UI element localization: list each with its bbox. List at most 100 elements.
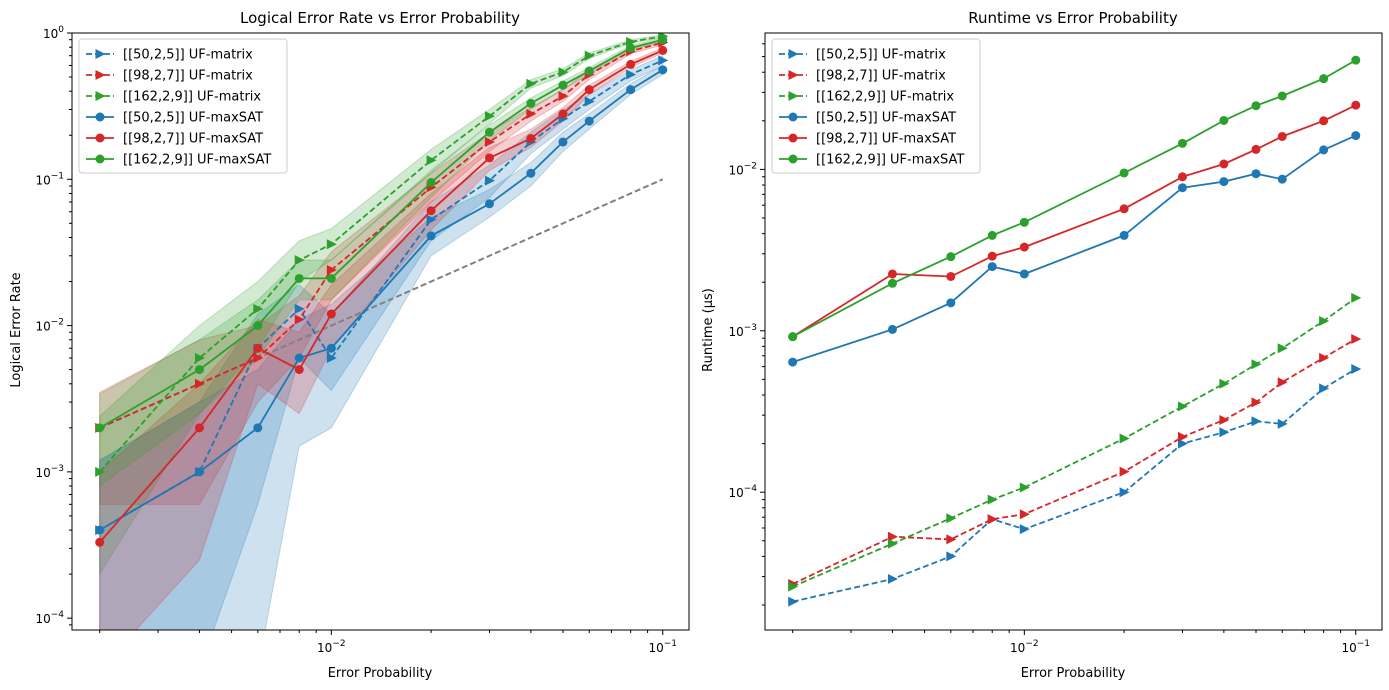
data-point (484, 153, 494, 163)
data-point (1319, 352, 1330, 363)
data-point (326, 343, 336, 353)
data-point (1351, 131, 1361, 141)
data-point (1219, 415, 1230, 426)
data-point (326, 353, 337, 364)
data-point (1177, 172, 1187, 182)
data-point (253, 303, 264, 314)
x-axis-label: Error Probability (328, 666, 433, 681)
legend-label: [[98,2,7]] UF-matrix (123, 69, 253, 84)
data-point (426, 155, 437, 166)
y-axis-label: Runtime (μs) (701, 288, 716, 372)
data-point (987, 262, 997, 272)
legend-marker (95, 91, 106, 101)
legend-box (771, 38, 981, 174)
y-tick-label: 10−3 (728, 323, 757, 339)
legend: [[50,2,5]] UF-matrix [[98,2,7]] UF-matrix… (78, 38, 288, 174)
legend-item-162-2-9-uf-maxsat: [[162,2,9]] UF-maxSAT (779, 153, 964, 168)
legend-item-98-2-7-uf-maxsat: [[98,2,7]] UF-maxSAT (86, 132, 263, 147)
data-point (194, 467, 204, 477)
legend-label: [[50,2,5]] UF-maxSAT (123, 111, 263, 126)
data-point (194, 353, 205, 364)
data-point (294, 314, 305, 325)
series-line (792, 104, 1357, 338)
legend-item-98-2-7-uf-maxsat: [[98,2,7]] UF-maxSAT (779, 132, 956, 147)
series-line (99, 59, 664, 531)
data-point (253, 343, 263, 353)
data-point (426, 214, 437, 225)
x-tick-label: 10−1 (1341, 639, 1370, 655)
chart-title: Runtime vs Error Probability (968, 9, 1178, 27)
data-point (294, 303, 305, 314)
data-point (1219, 115, 1229, 125)
data-point (1277, 174, 1287, 184)
data-point (788, 581, 799, 592)
data-point (326, 309, 336, 319)
legend-item-98-2-7-uf-matrix: [[98,2,7]] UF-matrix (779, 69, 946, 84)
legend: [[50,2,5]] UF-matrix [[98,2,7]] UF-matrix… (771, 38, 981, 174)
data-point (484, 111, 495, 122)
data-point (558, 137, 568, 147)
plot-content (95, 33, 669, 630)
data-point (1251, 397, 1262, 408)
data-point (558, 80, 568, 90)
data-point (1251, 144, 1261, 154)
data-point (1177, 438, 1188, 449)
legend-label: [[50,2,5]] UF-matrix (816, 48, 946, 63)
series-98-2-7-uf-maxsat (95, 45, 668, 547)
data-point (558, 109, 568, 119)
data-point (1251, 169, 1261, 179)
series-line (792, 134, 1357, 363)
data-point (253, 353, 264, 364)
data-point (294, 255, 305, 266)
data-point (946, 298, 956, 308)
y-tick-label: 10−4 (35, 610, 64, 626)
data-point (1019, 242, 1029, 252)
legend-marker (95, 133, 105, 143)
data-point (987, 251, 997, 261)
legend-label: [[50,2,5]] UF-maxSAT (816, 111, 956, 126)
data-point (987, 494, 998, 505)
data-point (1219, 427, 1230, 438)
legend-marker (95, 112, 105, 122)
legend-item-50-2-5-uf-matrix: [[50,2,5]] UF-matrix (86, 48, 253, 63)
data-point (558, 67, 569, 78)
legend-label: [[50,2,5]] UF-matrix (123, 48, 253, 63)
x-axis-label: Error Probability (1021, 666, 1126, 681)
data-point (1319, 116, 1329, 126)
data-point (626, 85, 636, 95)
data-point (1351, 363, 1362, 374)
data-point (584, 66, 594, 76)
data-point (526, 98, 536, 108)
series-line (99, 49, 664, 543)
runtime-chart: Runtime vs Error Probability Error Proba… (701, 9, 1383, 681)
series-line (792, 338, 1357, 585)
data-point (1251, 416, 1262, 427)
y-tick-label: 10−4 (728, 484, 757, 500)
series-162-2-9-uf-maxsat (95, 35, 668, 433)
data-point (887, 538, 898, 549)
data-point (987, 514, 998, 525)
data-point (95, 466, 106, 477)
series-50-2-5-uf-maxsat (788, 131, 1361, 367)
data-point (887, 278, 897, 288)
data-point (658, 55, 669, 66)
data-point (1177, 183, 1187, 193)
plot-content (788, 55, 1362, 607)
data-point (426, 178, 436, 188)
y-tick-label: 10−2 (728, 161, 757, 177)
data-point (1219, 159, 1229, 169)
legend-marker (95, 154, 105, 164)
data-point (658, 45, 668, 55)
data-point (946, 252, 956, 262)
data-point (1219, 177, 1229, 187)
confidence-band-50-2-5-uf-maxsat (99, 64, 664, 630)
data-point (1177, 431, 1188, 442)
legend-item-50-2-5-uf-matrix: [[50,2,5]] UF-matrix (779, 48, 946, 63)
data-point (1277, 131, 1287, 141)
data-point (484, 127, 494, 137)
data-point (1319, 74, 1329, 84)
y-axis-label: Logical Error Rate (9, 272, 24, 387)
y-tick-label: 10−1 (35, 171, 64, 187)
legend-label: [[162,2,9]] UF-maxSAT (123, 153, 271, 168)
